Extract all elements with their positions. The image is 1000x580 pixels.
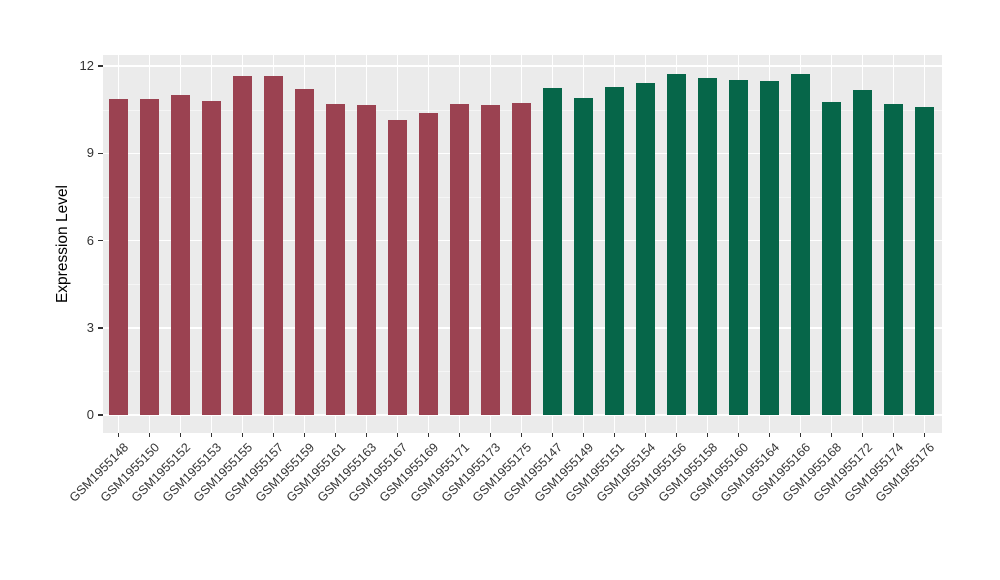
x-axis-tick xyxy=(117,433,120,437)
x-axis-tick xyxy=(520,433,523,437)
bar-GSM1955166 xyxy=(790,74,810,415)
y-axis-tick xyxy=(98,414,103,416)
x-axis-tick xyxy=(582,433,585,437)
bar-GSM1955171 xyxy=(449,103,469,415)
x-axis-tick xyxy=(768,433,771,437)
x-axis-tick xyxy=(396,433,399,437)
x-axis-tick xyxy=(644,433,647,437)
x-axis-tick xyxy=(365,433,368,437)
bar-GSM1955160 xyxy=(728,79,748,415)
y-tick-label-6: 6 xyxy=(86,232,94,248)
x-axis-tick xyxy=(148,433,151,437)
x-axis-tick xyxy=(799,433,802,437)
bar-GSM1955154 xyxy=(635,83,655,415)
x-axis-tick xyxy=(303,433,306,437)
x-axis-tick xyxy=(458,433,461,437)
bar-GSM1955158 xyxy=(697,77,717,415)
bar-GSM1955175 xyxy=(511,102,531,415)
x-axis-tick xyxy=(241,433,244,437)
y-tick-label-9: 9 xyxy=(86,145,94,161)
y-tick-label-12: 12 xyxy=(79,58,94,74)
x-axis-tick xyxy=(861,433,864,437)
bar-GSM1955174 xyxy=(883,104,903,415)
plot-panel xyxy=(103,55,942,433)
bar-GSM1955155 xyxy=(232,75,252,415)
bar-GSM1955148 xyxy=(108,99,128,415)
x-axis-tick xyxy=(179,433,182,437)
bar-GSM1955157 xyxy=(263,75,283,415)
bar-GSM1955156 xyxy=(666,74,686,415)
bar-GSM1955159 xyxy=(294,88,314,415)
x-axis-tick xyxy=(551,433,554,437)
y-axis-tick xyxy=(98,239,103,242)
y-axis-tick xyxy=(98,327,103,329)
y-tick-label-3: 3 xyxy=(86,319,94,335)
bar-GSM1955176 xyxy=(914,107,934,415)
gridline-major xyxy=(103,65,942,67)
bar-GSM1955161 xyxy=(325,104,345,415)
bar-GSM1955169 xyxy=(418,113,438,415)
x-axis-tick xyxy=(334,433,337,437)
bar-GSM1955149 xyxy=(573,97,593,415)
x-axis-tick xyxy=(489,433,492,437)
x-axis-tick xyxy=(613,433,616,437)
bar-GSM1955167 xyxy=(387,119,407,415)
y-axis-tick xyxy=(98,65,103,67)
x-axis-tick xyxy=(923,433,926,437)
x-axis-tick xyxy=(737,433,740,437)
x-axis-tick xyxy=(892,433,895,437)
bar-GSM1955172 xyxy=(852,90,872,415)
bar-GSM1955151 xyxy=(604,86,624,415)
x-axis-tick xyxy=(830,433,833,437)
x-axis-tick xyxy=(210,433,213,437)
y-tick-label-0: 0 xyxy=(86,407,94,422)
bar-GSM1955153 xyxy=(201,100,221,415)
x-axis-tick xyxy=(427,433,430,437)
bar-GSM1955150 xyxy=(139,99,159,415)
bar-GSM1955164 xyxy=(759,81,779,415)
x-axis-tick xyxy=(272,433,275,437)
bar-GSM1955152 xyxy=(170,94,190,415)
y-axis-tick xyxy=(98,152,103,155)
bar-GSM1955168 xyxy=(821,102,841,415)
bar-GSM1955147 xyxy=(542,88,562,415)
bar-GSM1955173 xyxy=(480,105,500,415)
gridline-major xyxy=(103,414,942,416)
x-axis-tick xyxy=(675,433,678,437)
bar-GSM1955163 xyxy=(356,104,376,415)
x-axis-tick xyxy=(706,433,709,437)
